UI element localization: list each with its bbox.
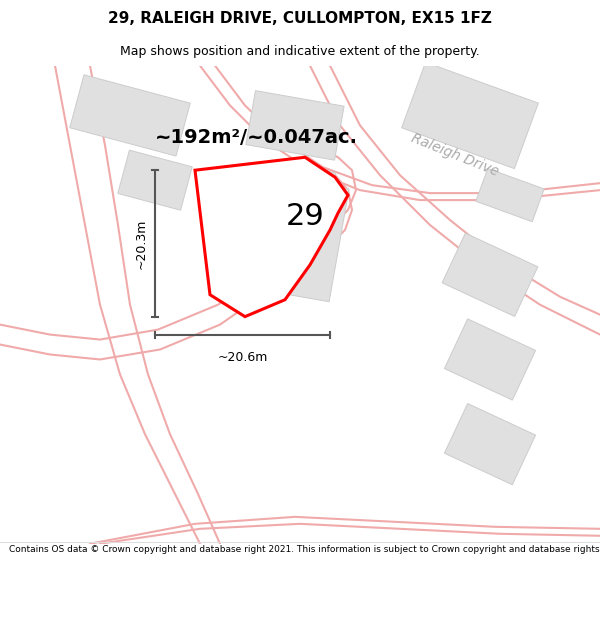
Polygon shape — [445, 319, 536, 400]
Polygon shape — [274, 163, 336, 217]
Text: Raleigh Drive: Raleigh Drive — [409, 131, 501, 179]
Text: 29, RALEIGH DRIVE, CULLOMPTON, EX15 1FZ: 29, RALEIGH DRIVE, CULLOMPTON, EX15 1FZ — [108, 11, 492, 26]
Text: Map shows position and indicative extent of the property.: Map shows position and indicative extent… — [120, 45, 480, 58]
Text: ~192m²/~0.047ac.: ~192m²/~0.047ac. — [155, 128, 358, 148]
Polygon shape — [445, 404, 536, 485]
Polygon shape — [401, 62, 538, 169]
Polygon shape — [195, 158, 348, 317]
Text: ~20.3m: ~20.3m — [134, 218, 148, 269]
Polygon shape — [442, 233, 538, 316]
Polygon shape — [246, 91, 344, 160]
Text: ~20.6m: ~20.6m — [217, 351, 268, 364]
Polygon shape — [118, 150, 192, 210]
Text: 29: 29 — [286, 202, 325, 231]
Polygon shape — [211, 168, 349, 302]
Polygon shape — [476, 169, 544, 222]
Polygon shape — [70, 75, 190, 156]
Text: Contains OS data © Crown copyright and database right 2021. This information is : Contains OS data © Crown copyright and d… — [9, 545, 600, 554]
